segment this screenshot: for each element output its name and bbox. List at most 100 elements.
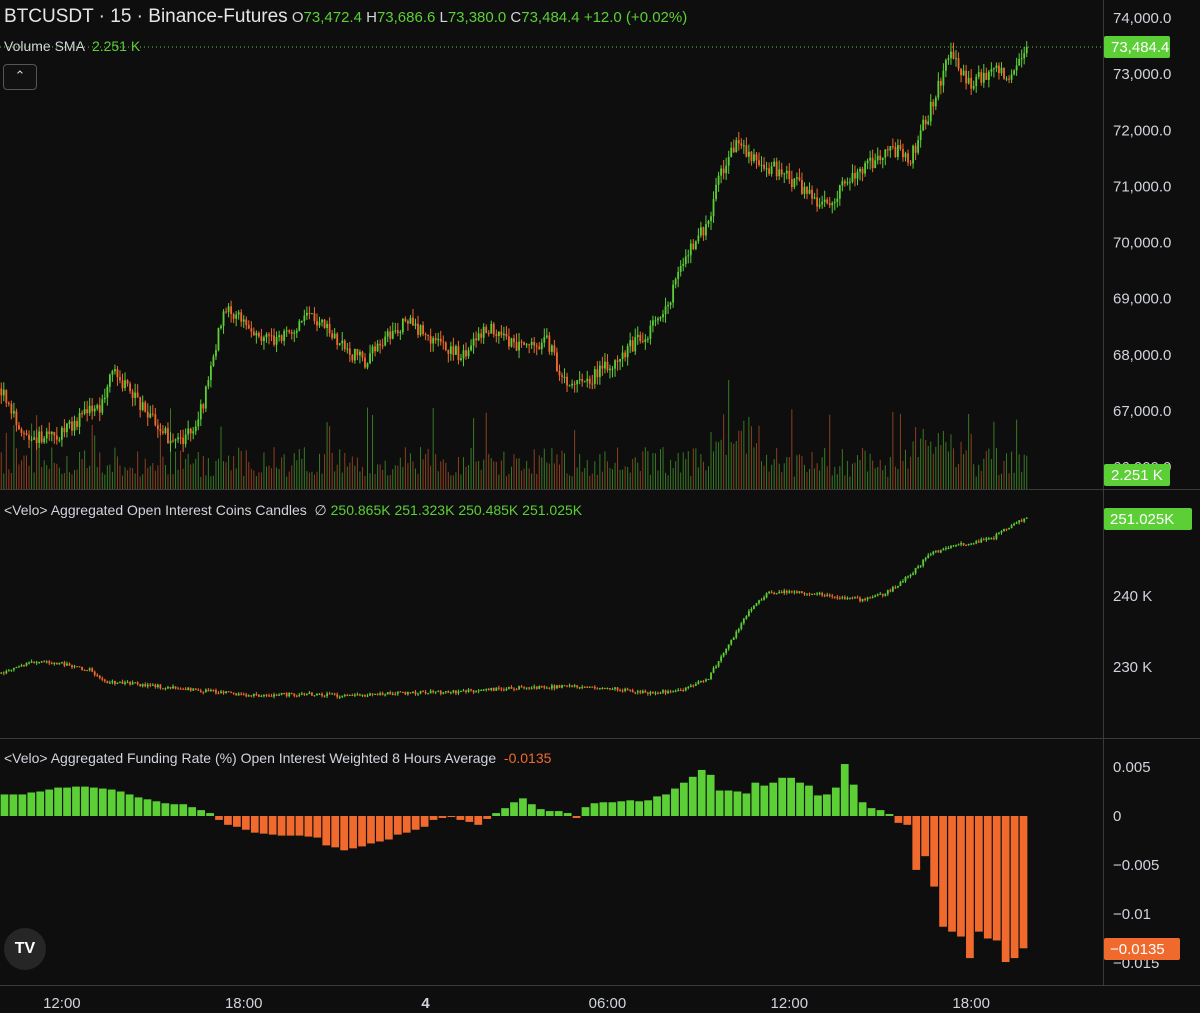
price-candle[interactable]	[962, 70, 965, 76]
price-candle[interactable]	[454, 346, 457, 355]
price-candle[interactable]	[760, 164, 763, 166]
funding-bar[interactable]	[885, 814, 894, 816]
oi-candle[interactable]	[821, 593, 824, 596]
funding-bar[interactable]	[402, 816, 411, 833]
price-candle[interactable]	[477, 333, 480, 341]
oi-candle[interactable]	[106, 680, 109, 684]
price-candle[interactable]	[1020, 58, 1023, 60]
price-candle[interactable]	[119, 377, 121, 381]
price-candle[interactable]	[674, 279, 677, 285]
funding-bar[interactable]	[376, 816, 384, 842]
oi-candle[interactable]	[831, 595, 834, 597]
price-candle[interactable]	[614, 360, 616, 369]
price-candle[interactable]	[369, 353, 371, 364]
price-candle[interactable]	[490, 323, 493, 334]
oi-candle[interactable]	[369, 693, 371, 696]
funding-bar[interactable]	[858, 802, 867, 816]
oi-candle[interactable]	[866, 597, 869, 600]
oi-candle[interactable]	[937, 550, 940, 553]
funding-bar[interactable]	[393, 816, 402, 835]
funding-bar[interactable]	[295, 816, 304, 836]
funding-bar[interactable]	[313, 816, 322, 838]
price-candle[interactable]	[588, 378, 591, 384]
oi-candle[interactable]	[465, 690, 467, 693]
oi-candle[interactable]	[497, 687, 500, 689]
price-candle[interactable]	[323, 319, 326, 328]
oi-candle[interactable]	[333, 693, 336, 695]
price-candle[interactable]	[237, 312, 240, 315]
oi-candle[interactable]	[934, 550, 937, 552]
price-candle[interactable]	[811, 189, 813, 199]
oi-candle[interactable]	[712, 667, 715, 673]
price-candle[interactable]	[156, 425, 159, 429]
price-candle[interactable]	[71, 421, 73, 431]
price-candle[interactable]	[212, 356, 215, 366]
price-candle[interactable]	[58, 439, 61, 441]
price-candle[interactable]	[192, 431, 195, 434]
oi-candle[interactable]	[273, 694, 275, 697]
price-candle[interactable]	[280, 335, 283, 341]
oi-candle[interactable]	[750, 609, 753, 612]
price-candle[interactable]	[798, 177, 801, 181]
funding-bar[interactable]	[483, 816, 492, 819]
oi-candle[interactable]	[879, 593, 882, 595]
price-candle[interactable]	[444, 342, 447, 350]
price-candle[interactable]	[702, 227, 705, 236]
price-candle[interactable]	[947, 58, 950, 60]
price-candle[interactable]	[932, 101, 935, 107]
oi-candle[interactable]	[884, 594, 887, 596]
price-candle[interactable]	[442, 341, 445, 343]
oi-candle[interactable]	[177, 688, 179, 690]
oi-candle[interactable]	[225, 691, 227, 694]
oi-candle[interactable]	[992, 538, 995, 540]
price-candle[interactable]	[336, 333, 339, 345]
price-candle[interactable]	[427, 334, 430, 337]
oi-candle[interactable]	[950, 546, 952, 548]
price-candle[interactable]	[305, 312, 308, 316]
price-candle[interactable]	[333, 333, 336, 339]
oi-candle[interactable]	[444, 691, 447, 693]
price-candle[interactable]	[828, 203, 831, 206]
oi-candle[interactable]	[518, 686, 520, 690]
oi-candle[interactable]	[902, 581, 904, 583]
price-candle[interactable]	[343, 340, 346, 350]
oi-candle[interactable]	[1010, 525, 1013, 529]
price-candle[interactable]	[361, 351, 364, 358]
oi-candle[interactable]	[121, 681, 124, 684]
price-candle[interactable]	[750, 151, 753, 162]
funding-bar[interactable]	[429, 816, 438, 820]
funding-bar[interactable]	[420, 816, 429, 827]
oi-candle[interactable]	[477, 690, 480, 692]
oi-candle[interactable]	[970, 543, 973, 545]
price-candle[interactable]	[747, 151, 750, 157]
oi-candle[interactable]	[336, 694, 339, 697]
oi-candle[interactable]	[389, 692, 392, 695]
price-candle[interactable]	[533, 341, 536, 346]
oi-candle[interactable]	[626, 688, 629, 690]
oi-candle[interactable]	[982, 539, 985, 541]
oi-candle[interactable]	[326, 693, 329, 696]
price-candle[interactable]	[50, 431, 53, 435]
funding-bar[interactable]	[903, 816, 912, 825]
price-candle[interactable]	[894, 146, 897, 157]
oi-candle[interactable]	[149, 684, 152, 686]
price-candle[interactable]	[164, 428, 167, 433]
price-candle[interactable]	[520, 341, 523, 343]
oi-candle[interactable]	[434, 691, 437, 693]
oi-candle[interactable]	[83, 669, 86, 671]
oi-candle[interactable]	[136, 682, 139, 685]
price-candle[interactable]	[366, 363, 369, 368]
price-candle[interactable]	[124, 380, 126, 389]
oi-candle[interactable]	[242, 693, 245, 695]
funding-bar[interactable]	[635, 801, 644, 816]
price-candle[interactable]	[659, 317, 662, 319]
funding-bar[interactable]	[992, 816, 1001, 941]
price-candle[interactable]	[730, 147, 733, 157]
price-candle[interactable]	[68, 421, 71, 424]
price-candle[interactable]	[7, 402, 10, 404]
oi-candle[interactable]	[942, 548, 945, 551]
oi-candle[interactable]	[502, 689, 505, 691]
price-candle[interactable]	[331, 333, 334, 339]
oi-candle[interactable]	[316, 693, 318, 696]
